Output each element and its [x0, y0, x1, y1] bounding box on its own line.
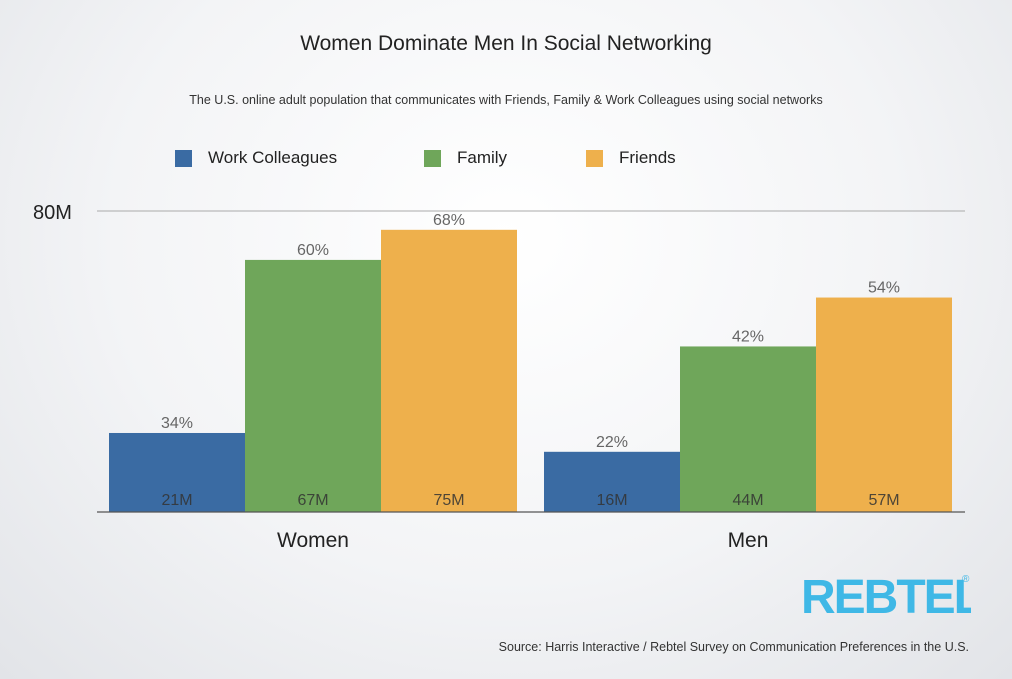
legend-swatch-family	[424, 149, 441, 167]
value-label: 67M	[297, 492, 328, 509]
bar-friends-women	[381, 229, 517, 512]
percent-label: 68%	[433, 212, 465, 229]
legend-label-friends: Friends	[619, 148, 676, 167]
legend-item-family: Family	[424, 146, 507, 170]
bar-family-women	[245, 259, 381, 512]
value-label: 75M	[433, 492, 464, 509]
legend-swatch-friends	[586, 149, 603, 167]
legend-label-family: Family	[457, 148, 508, 167]
legend-item-work-colleagues: Work Colleagues	[175, 146, 337, 170]
percent-label: 42%	[732, 328, 764, 345]
bar-work-colleagues-women	[109, 432, 245, 512]
value-label: 44M	[732, 492, 763, 509]
percent-label: 60%	[297, 242, 329, 259]
y-axis-tick-label: 80M	[33, 202, 72, 224]
rebtel-logo: REBTEL ®	[801, 568, 984, 624]
category-label-women: Women	[277, 529, 349, 552]
percent-label: 54%	[868, 280, 900, 297]
registered-mark: ®	[962, 574, 970, 585]
legend-swatch-work-colleagues	[175, 149, 192, 167]
chart-title: Women Dominate Men In Social Networking	[300, 32, 712, 55]
legend-item-friends: Friends	[586, 146, 676, 170]
bar-work-colleagues-men	[544, 451, 680, 512]
source-note: Source: Harris Interactive / Rebtel Surv…	[498, 640, 969, 654]
chart-subtitle: The U.S. online adult population that co…	[189, 93, 823, 107]
value-label: 16M	[596, 492, 627, 509]
bar-family-men	[680, 346, 816, 512]
percent-label: 34%	[161, 415, 193, 432]
value-label: 57M	[868, 492, 899, 509]
percent-label: 22%	[596, 434, 628, 451]
category-label-men: Men	[728, 529, 769, 552]
value-label: 21M	[161, 492, 192, 509]
bar-friends-men	[816, 297, 952, 512]
legend-label-work-colleagues: Work Colleagues	[208, 148, 338, 167]
rebtel-logo-text: REBTEL	[801, 571, 971, 618]
rebtel-logo-graphic: REBTEL ®	[801, 571, 984, 624]
